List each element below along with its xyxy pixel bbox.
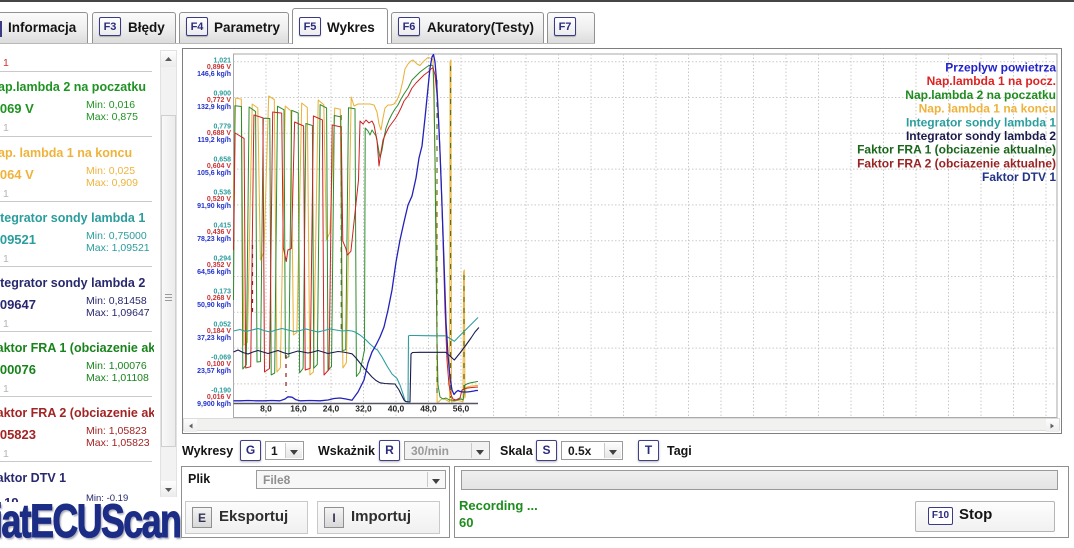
svg-text:0,658: 0,658 [213,157,231,164]
svg-text:37,23 kg/h: 37,23 kg/h [197,335,231,342]
svg-text:40,0: 40,0 [388,404,405,414]
svg-text:0,268 V: 0,268 V [207,295,231,302]
svg-text:Faktor DTV 1: Faktor DTV 1 [982,170,1056,184]
svg-text:Nap.lambda 2 na poczatku: Nap.lambda 2 na poczatku [905,88,1056,102]
svg-text:48,0: 48,0 [420,404,437,414]
svg-text:0,052: 0,052 [213,322,231,329]
svg-text:50,90 kg/h: 50,90 kg/h [197,302,231,309]
svg-text:132,9 kg/h: 132,9 kg/h [197,104,231,111]
svg-text:0,436 V: 0,436 V [207,229,231,236]
svg-text:Nap. lambda 1 na koncu: Nap. lambda 1 na koncu [919,102,1056,116]
svg-text:9,900 kg/h: 9,900 kg/h [197,401,231,408]
svg-text:Przeplyw powietrza: Przeplyw powietrza [945,61,1056,75]
svg-text:0,294: 0,294 [213,256,231,263]
svg-text:146,6 kg/h: 146,6 kg/h [197,71,231,78]
svg-text:0,536: 0,536 [213,190,231,197]
svg-text:105,6 kg/h: 105,6 kg/h [197,170,231,177]
svg-text:Nap.lambda 1 na pocz.: Nap.lambda 1 na pocz. [927,74,1056,88]
svg-text:16,0: 16,0 [290,404,307,414]
svg-text:23,57 kg/h: 23,57 kg/h [197,368,231,375]
svg-text:0,016 V: 0,016 V [207,394,231,401]
svg-text:0,520 V: 0,520 V [207,196,231,203]
svg-text:Integrator sondy lambda 1: Integrator sondy lambda 1 [906,115,1056,129]
svg-text:Faktor FRA 1 (obciazenie aktua: Faktor FRA 1 (obciazenie aktualne) [857,143,1056,157]
svg-text:0,173: 0,173 [213,289,231,296]
svg-text:0,604 V: 0,604 V [207,163,231,170]
svg-text:32,0: 32,0 [355,404,372,414]
svg-text:Integrator sondy lambda 2: Integrator sondy lambda 2 [906,129,1056,143]
svg-text:-0,069: -0,069 [211,355,231,362]
svg-text:78,23 kg/h: 78,23 kg/h [197,236,231,243]
svg-text:0,352 V: 0,352 V [207,262,231,269]
svg-text:91,90 kg/h: 91,90 kg/h [197,203,231,210]
svg-text:56,0: 56,0 [453,404,470,414]
svg-text:0,900: 0,900 [213,91,231,98]
svg-text:119,2 kg/h: 119,2 kg/h [198,137,231,144]
svg-text:24,0: 24,0 [323,404,340,414]
svg-text:0,100 V: 0,100 V [207,361,231,368]
svg-text:0,415: 0,415 [213,223,231,230]
svg-text:1,021: 1,021 [213,58,231,65]
svg-text:0,688 V: 0,688 V [207,130,231,137]
svg-text:8,0: 8,0 [260,404,272,414]
svg-text:0,779: 0,779 [213,124,231,131]
svg-text:0,772 V: 0,772 V [207,97,231,104]
svg-text:Faktor FRA 2 (obciazenie aktua: Faktor FRA 2 (obciazenie aktualne) [857,156,1056,170]
svg-text:0,896 V: 0,896 V [207,64,231,71]
svg-text:64,56 kg/h: 64,56 kg/h [197,269,231,276]
svg-text:0,184 V: 0,184 V [207,328,231,335]
svg-text:-0,190: -0,190 [211,388,231,395]
